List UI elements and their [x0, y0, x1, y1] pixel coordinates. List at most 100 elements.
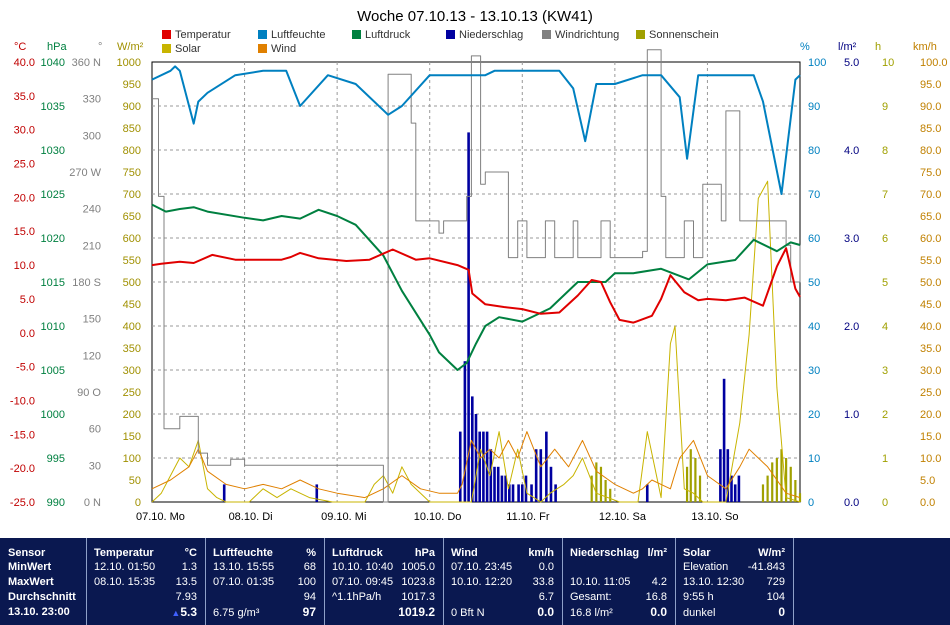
axis-tick-label: 60 [89, 424, 101, 436]
axis-tick-label: 1035 [41, 101, 65, 113]
axis-tick-label: 20.0 [920, 409, 941, 421]
axis-tick-label: 80 [808, 145, 820, 157]
axis-tick-label: 50 [808, 277, 820, 289]
axis-tick-label: 0 [808, 497, 814, 509]
x-tick-label: 13.10. So [691, 511, 738, 523]
axis-tick-label: 4.0 [844, 145, 859, 157]
bar-series [222, 132, 802, 502]
trend-arrow-icon: ▲ [171, 608, 181, 618]
axis-tick-label: 150 [83, 314, 101, 326]
axis-tick-label: 1025 [41, 189, 65, 201]
axis-tick-label: 5 [882, 277, 888, 289]
stats-row-time: 12.10. 01:50 [94, 561, 156, 573]
stats-row-value: 104 [766, 591, 785, 603]
x-tick-label: 09.10. Mi [321, 511, 366, 523]
axis-tick-label: 60 [808, 233, 820, 245]
axis-tick-label: 330 [83, 94, 101, 106]
bar-sonnenschein [609, 488, 612, 502]
stats-row-value: 94 [303, 591, 316, 603]
stats-row-value: 100 [297, 576, 316, 588]
stats-unit: km/h [528, 547, 554, 559]
bar-sonnenschein [604, 480, 607, 502]
axis-tick-label: 10.0 [920, 453, 941, 465]
stats-row-value: 33.8 [532, 576, 554, 588]
stats-current-value: 0.0 [650, 605, 667, 619]
bar-sonnenschein [599, 466, 603, 502]
stats-unit: hPa [414, 547, 435, 559]
stats-header: Luftdruck [332, 547, 383, 559]
stats-header: Wind [451, 547, 478, 559]
stats-row-value: 1023.8 [401, 576, 435, 588]
axis-tick-label: 5.0 [920, 475, 935, 487]
axis-unit: W/m² [117, 41, 144, 53]
stats-row-label: MinWert [8, 561, 52, 573]
axis-tick-label: 40.0 [14, 57, 35, 69]
stats-row-time: 9:55 h [683, 591, 714, 603]
stats-row-value: 13.5 [175, 576, 197, 588]
stats-row-time: 07.10. 09:45 [332, 576, 394, 588]
stats-row-time: ^1.1hPa/h [332, 591, 382, 603]
axis-unit: °C [14, 41, 26, 53]
axis-tick-label: 350 [123, 343, 141, 355]
axis-tick-label: 0.0 [920, 497, 935, 509]
axis-tick-label: 90.0 [920, 101, 941, 113]
axis-tick-label: 95.0 [920, 79, 941, 91]
axis-tick-label: 400 [123, 321, 141, 333]
axis-tick-label: 65.0 [920, 211, 941, 223]
legend-swatch [162, 30, 171, 39]
bar-niederschlag [504, 475, 507, 502]
bar-niederschlag [496, 466, 500, 502]
stats-header: Sensor [8, 547, 46, 559]
axis-tick-label: 15.0 [14, 226, 35, 238]
axis-tick-label: 800 [123, 145, 141, 157]
axis-tick-label: 55.0 [920, 255, 941, 267]
axis-tick-label: 250 [123, 387, 141, 399]
axis-tick-label: -5.0 [16, 362, 35, 374]
bar-niederschlag [463, 361, 467, 502]
bar-niederschlag [508, 484, 511, 502]
axis-tick-label: 6 [882, 233, 888, 245]
stats-header: Luftfeuchte [213, 547, 273, 559]
axis-tick-label: 100 [808, 57, 826, 69]
legend-label: Sonnenschein [649, 29, 719, 41]
axis-tick-label: 70 [808, 189, 820, 201]
stats-current-value: 97 [302, 605, 316, 619]
bar-sonnenschein [698, 475, 702, 502]
stats-current-note: dunkel [683, 607, 716, 619]
stats-col-niederschlag: Niederschlag l/m² 10.10. 11:05 4.2 Gesamt: 16… [562, 538, 676, 625]
axis-tick-label: 25.0 [920, 387, 941, 399]
bar-niederschlag [500, 475, 504, 502]
series-wind [151, 431, 801, 499]
bar-niederschlag [517, 484, 520, 502]
axis-tick-label: 0 [882, 497, 888, 509]
axis-tick-label: 0.0 [20, 328, 35, 340]
stats-current-note: 6.75 g/m³ [213, 607, 260, 619]
bar-niederschlag [726, 449, 730, 502]
bar-niederschlag [549, 466, 553, 502]
weather-chart: Woche 07.10.13 - 13.10.13 (KW41) Tempera… [10, 8, 948, 523]
line-series [151, 49, 801, 503]
legend-label: Temperatur [175, 29, 231, 41]
stats-row-value: 729 [766, 576, 785, 588]
bar-niederschlag [458, 431, 462, 502]
axis-tick-label: 85.0 [920, 123, 941, 135]
bar-niederschlag [489, 449, 493, 502]
bar-niederschlag [733, 484, 737, 502]
series-luftdruck [151, 203, 801, 371]
series-luftfeuchte [151, 65, 801, 195]
chart-title: Woche 07.10.13 - 13.10.13 (KW41) [357, 8, 593, 25]
stats-row-time: 07.10. 01:35 [213, 576, 275, 588]
axis-tick-label: 30.0 [920, 365, 941, 377]
bar-sonnenschein [689, 449, 692, 502]
stats-unit: W/m² [758, 547, 785, 559]
legend-swatch [636, 30, 645, 39]
stats-row-value: 0.0 [538, 561, 554, 573]
axis-tick-label: 30.0 [14, 125, 35, 137]
bar-niederschlag [530, 484, 533, 502]
axis-tick-label: 550 [123, 255, 141, 267]
bar-niederschlag [470, 396, 474, 502]
axis-tick-label: 40 [808, 321, 820, 333]
axis-unit: ° [98, 41, 102, 53]
axis-tick-label: 20 [808, 409, 820, 421]
bar-sonnenschein [780, 449, 783, 502]
